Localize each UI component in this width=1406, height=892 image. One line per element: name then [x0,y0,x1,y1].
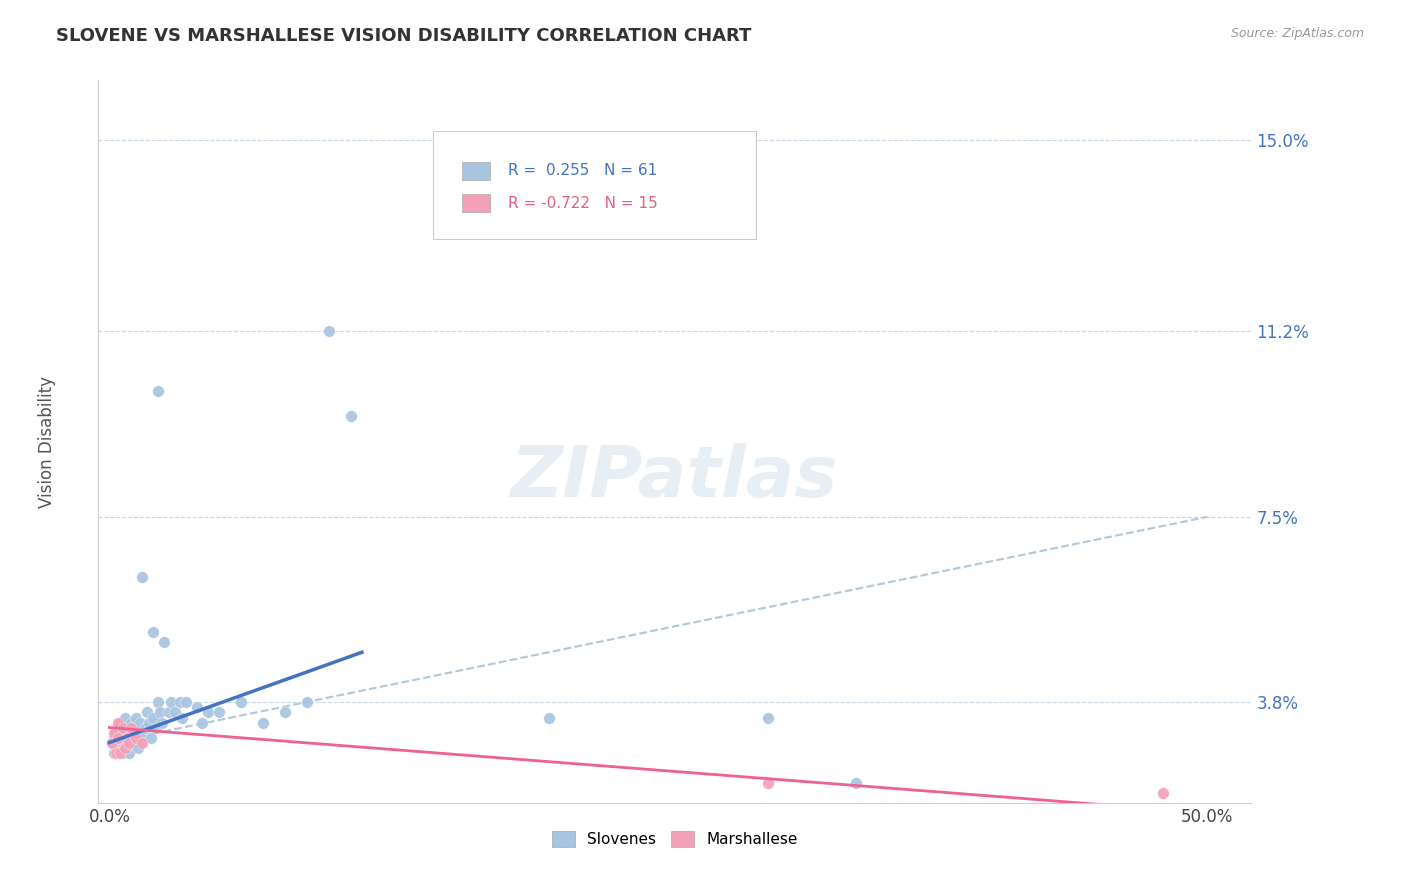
Point [100,735,122,749]
Point [146,696,169,710]
Point [186,700,208,714]
Point [103,731,125,745]
Point [756,710,779,724]
Point [1153,786,1175,800]
Point [115,721,138,735]
Point [107,731,129,745]
Point [110,731,132,745]
Point [114,710,136,724]
Point [110,715,132,730]
Point [129,715,152,730]
Point [120,721,142,735]
FancyBboxPatch shape [461,194,491,212]
Point [138,715,160,730]
Point [150,715,173,730]
Point [165,706,187,720]
Point [160,696,183,710]
Point [111,721,134,735]
Point [122,735,145,749]
FancyBboxPatch shape [461,161,491,179]
Point [125,710,148,724]
Point [118,746,141,760]
Point [127,725,149,739]
Point [756,776,779,790]
Point [122,721,145,735]
Point [295,696,318,710]
Point [107,715,129,730]
Point [142,710,165,724]
Point [131,735,153,749]
Point [170,710,193,724]
Point [157,706,180,720]
Text: R =  0.255   N = 61: R = 0.255 N = 61 [508,163,657,178]
Point [190,715,212,730]
Point [111,721,134,735]
Point [103,746,125,760]
Point [114,740,136,755]
Point [118,735,141,749]
Point [169,696,191,710]
Point [125,731,148,745]
Text: Source: ZipAtlas.com: Source: ZipAtlas.com [1230,27,1364,40]
Point [174,696,197,710]
Text: SLOVENE VS MARSHALLESE VISION DISABILITY CORRELATION CHART: SLOVENE VS MARSHALLESE VISION DISABILITY… [56,27,752,45]
Point [114,740,136,755]
Point [104,746,127,760]
Text: R = -0.722   N = 15: R = -0.722 N = 15 [508,195,658,211]
Point [107,721,129,735]
Point [120,715,142,730]
Point [146,384,169,399]
Point [274,706,297,720]
Point [149,706,172,720]
Point [537,710,560,724]
Point [340,409,363,424]
Point [114,731,136,745]
Point [104,725,127,739]
Point [131,570,153,584]
Point [125,731,148,745]
Legend: Slovenes, Marshallese: Slovenes, Marshallese [546,825,804,853]
Point [318,324,340,338]
Point [131,731,153,745]
Point [100,735,122,749]
Point [104,735,127,749]
Point [111,746,134,760]
Point [145,721,167,735]
Point [208,706,231,720]
Point [197,706,219,720]
Point [118,725,141,739]
Point [111,735,134,749]
Point [110,746,132,760]
Point [103,725,125,739]
Point [134,721,156,735]
Point [127,740,149,755]
Point [115,731,138,745]
Point [135,706,157,720]
Point [153,635,176,649]
Point [845,776,868,790]
Point [107,740,129,755]
Point [231,696,253,710]
Point [115,735,138,749]
Text: ZIPatlas: ZIPatlas [512,443,838,512]
Text: Vision Disability: Vision Disability [38,376,56,508]
FancyBboxPatch shape [433,131,755,239]
Point [252,715,274,730]
Point [142,625,165,640]
Point [120,731,142,745]
Point [139,731,162,745]
